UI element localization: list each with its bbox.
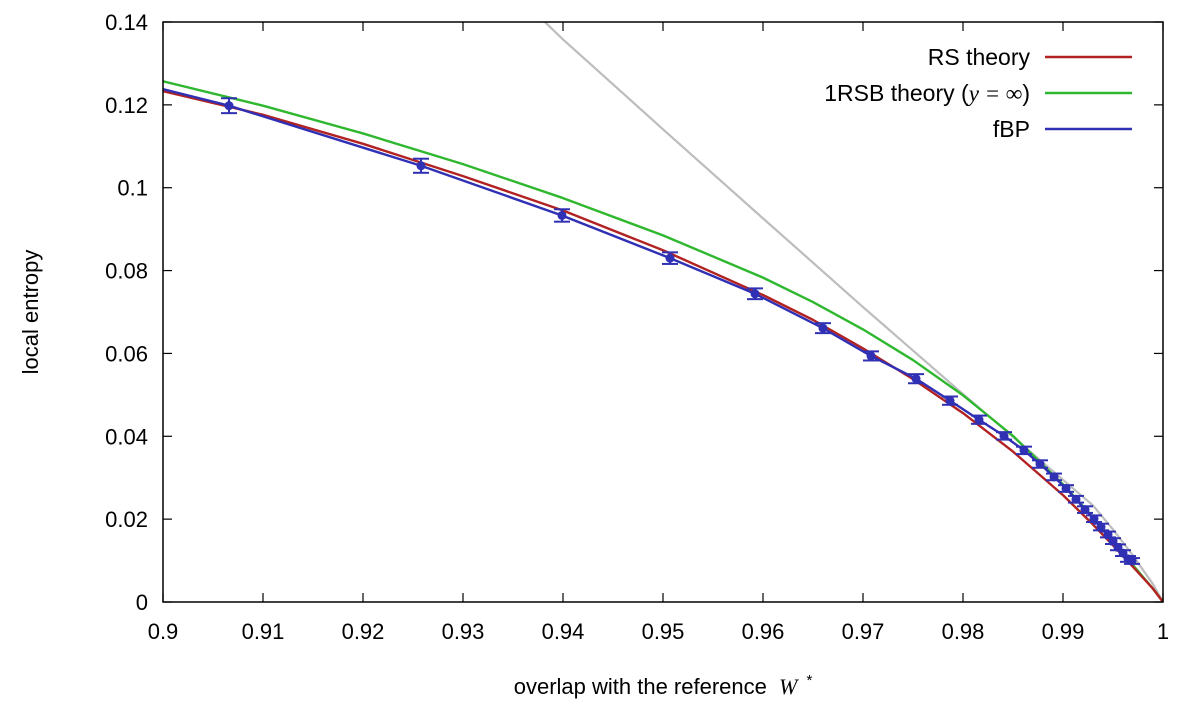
x-axis-title: overlap with the reference W * (514, 672, 813, 699)
x-axis-title-math: W (779, 674, 799, 699)
data-point (1096, 522, 1106, 532)
data-point (1071, 494, 1081, 504)
y-tick-label: 0.04 (105, 424, 148, 449)
data-point (557, 210, 567, 220)
legend-label: 1RSB theory (y = ∞) (824, 80, 1030, 106)
y-tick-label: 0.14 (105, 10, 148, 35)
data-point (665, 253, 675, 263)
data-point (818, 323, 828, 333)
y-tick-label: 0 (136, 590, 148, 615)
data-point (974, 415, 984, 425)
series-line-1rsb-theory (163, 80, 1163, 602)
data-point (1080, 505, 1090, 515)
data-point (1035, 459, 1045, 469)
legend-label: fBP (993, 116, 1030, 142)
series-line-rs-theory (163, 90, 1163, 602)
data-point (1061, 483, 1071, 493)
series-line-fbp (163, 87, 1133, 563)
data-point (224, 101, 234, 111)
x-tick-label: 0.9 (148, 619, 179, 644)
data-point (1089, 514, 1099, 524)
y-axis-title: local entropy (18, 250, 43, 375)
markers-layer (224, 101, 1137, 566)
x-tick-label: 0.94 (542, 619, 585, 644)
y-tick-label: 0.1 (117, 176, 148, 201)
y-tick-label: 0.12 (105, 93, 148, 118)
x-tick-label: 0.95 (642, 619, 685, 644)
x-axis-title-sup: * (806, 672, 812, 689)
data-point (945, 396, 955, 406)
x-tick-label: 0.93 (442, 619, 485, 644)
data-point (750, 289, 760, 299)
x-tick-label: 1 (1157, 619, 1169, 644)
data-point (999, 431, 1009, 441)
y-tick-label: 0.02 (105, 507, 148, 532)
x-tick-label: 0.98 (942, 619, 985, 644)
legend-label: RS theory (928, 44, 1031, 70)
data-point (866, 351, 876, 361)
y-tick-label: 0.06 (105, 341, 148, 366)
x-tick-label: 0.96 (742, 619, 785, 644)
legend: RS theory 1RSB theory (y = ∞) fBP (824, 44, 1132, 142)
data-point (1103, 529, 1113, 539)
x-axis-title-text: overlap with the reference (514, 674, 767, 699)
x-tick-label: 0.99 (1042, 619, 1085, 644)
data-point (1127, 556, 1137, 566)
plot-frame (162, 21, 1164, 603)
ticks-layer: 0.9 0.91 0.92 0.93 0.94 0.95 0.96 0.97 0.98 0.99 1… (105, 10, 1169, 644)
data-point (911, 374, 921, 384)
data-point (1019, 445, 1029, 455)
y-tick-label: 0.08 (105, 259, 148, 284)
errorbars-layer (221, 97, 1140, 565)
data-point (416, 161, 426, 171)
x-tick-label: 0.91 (242, 619, 285, 644)
x-tick-label: 0.97 (842, 619, 885, 644)
data-point (1108, 536, 1118, 546)
data-point (1049, 472, 1059, 482)
x-tick-label: 0.92 (342, 619, 385, 644)
